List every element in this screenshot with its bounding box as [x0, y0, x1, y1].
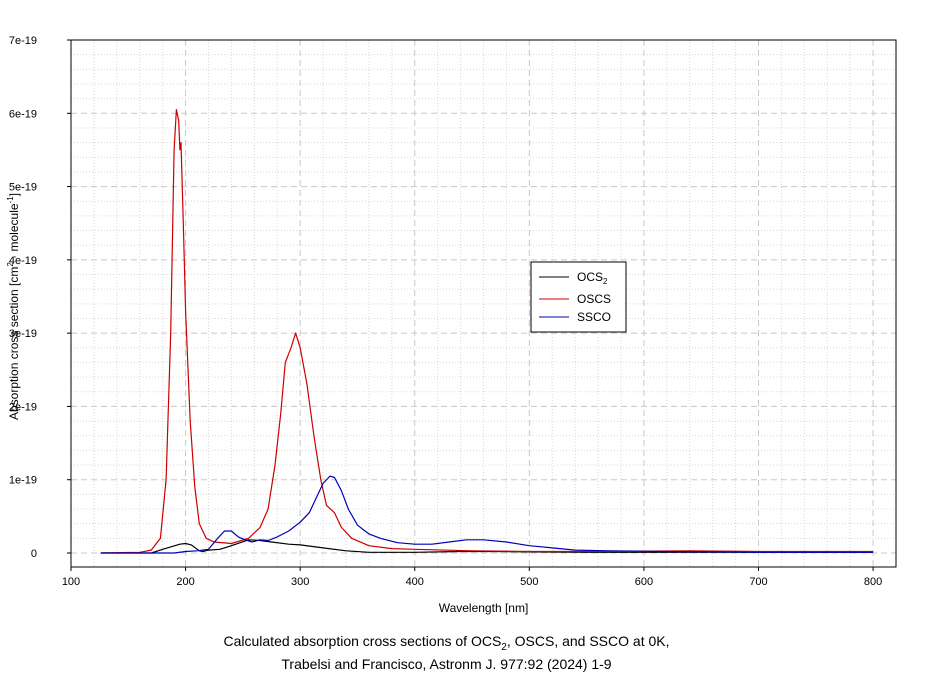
caption-subscript: 2 [501, 641, 507, 653]
x-tick-label: 400 [406, 576, 424, 588]
y-axis-title: Absorption cross section [cm2 · molecule… [6, 193, 21, 420]
x-tick-label: 300 [291, 576, 309, 588]
plot-frame [70, 39, 897, 568]
x-axis-title: Wavelength [nm] [439, 601, 529, 615]
legend-label-ssco: SSCO [577, 310, 611, 324]
series-line-3 [100, 475, 874, 554]
y-axis-title-part: Absorption cross section [cm [7, 267, 21, 420]
legend: OCS2 OSCS SSCO [530, 261, 627, 333]
y-tick-label: 5e-19 [9, 182, 37, 194]
series-line-2 [100, 108, 874, 554]
x-tick-label: 800 [864, 576, 882, 588]
y-axis-title-superscript: -1 [6, 196, 15, 204]
legend-label-ocs2: OCS2 [577, 270, 608, 286]
y-tick-label: 7e-19 [9, 35, 37, 47]
legend-label-ocs2-subscript: 2 [603, 277, 608, 286]
y-tick-label: 4e-19 [9, 255, 37, 267]
y-axis-title-superscript: 2 [6, 262, 15, 267]
x-tick-label: 700 [749, 576, 767, 588]
y-tick-label: 2e-19 [9, 401, 37, 413]
y-tick-label: 1e-19 [9, 475, 37, 487]
caption-part: Calculated absorption cross sections of … [223, 633, 502, 649]
y-axis-title-part: · molecule [7, 203, 21, 262]
y-tick-label: 6e-19 [9, 108, 37, 120]
legend-label-ocs2-main: OCS [577, 270, 603, 284]
y-tick-label: 3e-19 [9, 328, 37, 340]
y-axis: 0 1e-19 2e-19 3e-19 4e-19 5e-19 6e-19 7e-19 [9, 35, 71, 560]
x-axis: 100 200 300 400 500 600 700 800 [62, 567, 882, 588]
x-tick-label: 100 [62, 576, 80, 588]
caption-line-2: Trabelsi and Francisco, Astronm J. 977:9… [281, 656, 612, 672]
y-axis-title-part: ] [7, 193, 21, 196]
caption-part: , OSCS, and SSCO at 0K, [506, 633, 670, 649]
x-tick-label: 200 [176, 576, 194, 588]
legend-label-oscs: OSCS [577, 292, 611, 306]
x-tick-label: 500 [520, 576, 538, 588]
series-lines [100, 108, 874, 554]
x-tick-label: 600 [635, 576, 653, 588]
y-tick-label: 0 [31, 548, 37, 560]
caption-line-1: Calculated absorption cross sections of … [0, 633, 893, 653]
legend-box [530, 261, 627, 333]
